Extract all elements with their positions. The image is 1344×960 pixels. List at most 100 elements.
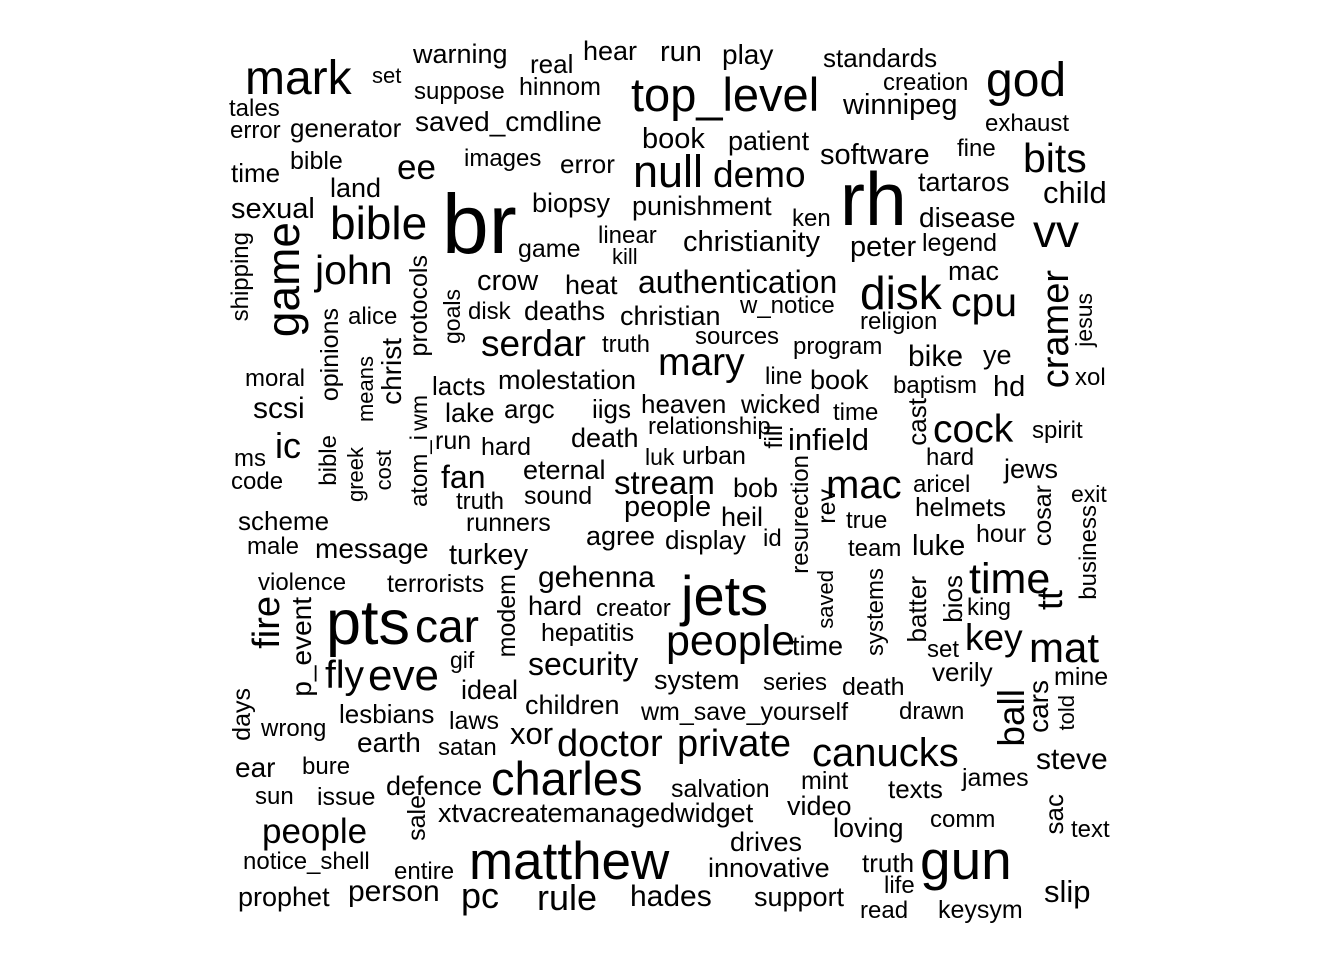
word: message (315, 533, 429, 564)
word: cosar (1029, 485, 1057, 547)
word: rev (813, 489, 841, 524)
word: slip (1044, 874, 1091, 909)
word: code (231, 468, 284, 495)
word: hades (630, 880, 712, 913)
word: jesus (1071, 293, 1097, 347)
word: run (435, 427, 472, 455)
word: disk (468, 298, 511, 325)
word: james (962, 764, 1029, 792)
word: pc (461, 875, 500, 916)
word: truth (862, 848, 915, 878)
word: fan (441, 459, 486, 495)
word: land (330, 173, 382, 203)
word: mac (948, 256, 1000, 286)
word: spirit (1032, 417, 1083, 444)
word: system (654, 665, 740, 695)
word: authentication (638, 264, 838, 300)
word: fine (957, 135, 996, 162)
word: laws (449, 707, 500, 735)
word: fire (246, 596, 288, 649)
word: creator (596, 595, 671, 622)
word: error (560, 149, 615, 179)
word: atom_i (406, 435, 433, 508)
word: mine (1054, 663, 1109, 691)
word: alice (348, 303, 398, 330)
word: shipping (227, 232, 254, 322)
word: video (787, 791, 852, 821)
word: urban (682, 442, 746, 470)
word: book (642, 123, 705, 155)
word: serdar (481, 323, 586, 364)
word: game (518, 235, 581, 263)
word: terrorists (387, 570, 485, 598)
word: wrong (261, 715, 327, 742)
word: sound (524, 482, 593, 510)
word: violence (258, 569, 347, 596)
word: bob (733, 473, 779, 503)
word: doctor (557, 723, 663, 765)
word: stream (614, 464, 715, 501)
word: text (1071, 816, 1110, 843)
word: time (231, 158, 281, 188)
word: life (884, 872, 915, 899)
word: kill (612, 244, 638, 269)
word: xor (510, 716, 554, 751)
word: lake (445, 398, 495, 428)
word: punishment (632, 191, 772, 221)
word: comm (930, 806, 996, 833)
word: linear (598, 222, 657, 249)
word: scheme (238, 506, 330, 536)
word: sale (403, 795, 431, 841)
word: bible (290, 147, 343, 175)
word: batter (902, 576, 932, 643)
word: death (842, 673, 905, 701)
word: cock (933, 408, 1014, 451)
word: private (677, 723, 792, 765)
word: vv (1033, 205, 1079, 257)
word: hard (528, 591, 583, 621)
word: w_notice (740, 292, 835, 319)
word: cars (1023, 680, 1054, 733)
word: argc (504, 394, 555, 424)
word: runners (466, 509, 551, 537)
word: mark (245, 52, 352, 105)
word: opinions (316, 308, 344, 402)
word: run (660, 36, 702, 68)
word: heil (721, 502, 764, 532)
word: jets (681, 564, 769, 627)
word: prophet (238, 882, 330, 912)
word: id (763, 525, 782, 552)
word: children (525, 690, 620, 720)
word: wicked (741, 389, 821, 419)
word: ken (792, 205, 831, 232)
word: biopsy (532, 188, 611, 218)
word: people (666, 617, 796, 665)
word: car (415, 600, 479, 652)
word: creation (883, 69, 969, 96)
word: loving (833, 813, 904, 843)
word: sources (695, 323, 780, 350)
word: molestation (498, 365, 637, 395)
word: team (848, 535, 902, 562)
word: helmets (915, 492, 1007, 522)
word: display (665, 525, 746, 555)
word: christ (376, 338, 407, 405)
word: rh (840, 157, 907, 241)
word: read (860, 897, 909, 924)
word: gif (450, 647, 475, 673)
word: greek (343, 447, 368, 503)
word: bure (302, 753, 351, 780)
word: systems (862, 568, 889, 657)
word: null (633, 146, 704, 197)
word: defence (386, 771, 483, 801)
word: mat (1029, 624, 1100, 671)
word: john (315, 247, 393, 293)
word: notice_shell (243, 848, 370, 875)
word: wm (406, 395, 432, 431)
word: people (262, 812, 368, 851)
word: bike (908, 340, 964, 373)
word: gun (920, 829, 1012, 891)
word: infield (788, 422, 869, 457)
word: fly (325, 654, 364, 697)
word: aricel (913, 471, 971, 498)
